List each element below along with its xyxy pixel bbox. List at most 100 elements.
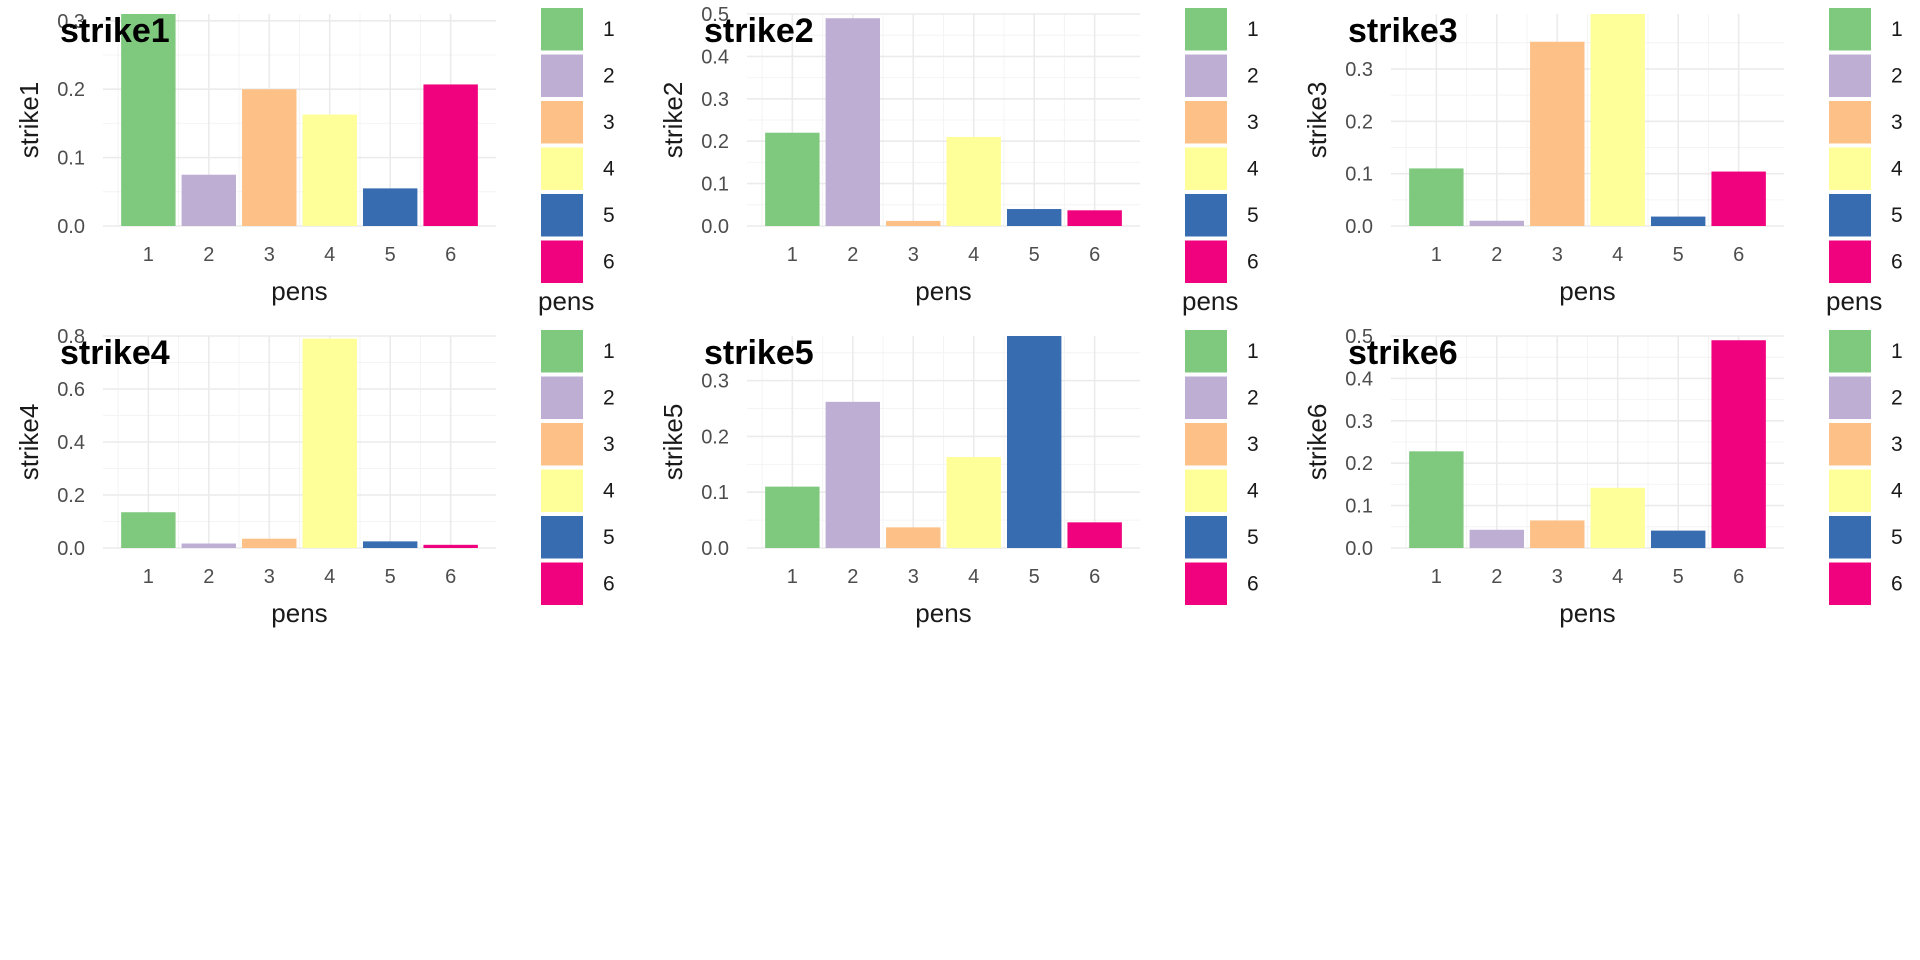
y-tick-label: 0.4 xyxy=(1345,368,1373,390)
legend-label: 4 xyxy=(603,480,615,503)
legend-label: 4 xyxy=(1891,158,1903,181)
legend-key-2 xyxy=(1185,54,1227,97)
bar-2 xyxy=(1469,529,1525,548)
x-tick-label: 4 xyxy=(324,244,335,266)
chart-panel-strike3: 0.0 0.1 0.2 0.3 1 2 3 4 5 6 pens strike3 strike3 1 2 3 4… xyxy=(1302,8,1903,316)
legend-key-5 xyxy=(1829,194,1871,237)
x-tick-label: 3 xyxy=(1552,566,1563,588)
x-tick-label: 1 xyxy=(787,566,798,588)
y-tick-label: 0.5 xyxy=(701,4,729,26)
bar-3 xyxy=(242,89,297,227)
legend-key-1 xyxy=(1185,8,1227,51)
legend-label: 5 xyxy=(603,204,615,227)
legend-label: 4 xyxy=(1247,480,1259,503)
bar-4 xyxy=(946,457,1001,548)
bar-1 xyxy=(1409,451,1464,548)
legend-label: 3 xyxy=(1891,111,1903,134)
legend-label: 2 xyxy=(1891,387,1903,410)
x-axis-title: pens xyxy=(915,276,971,306)
legend-label: 6 xyxy=(603,251,615,274)
y-axis-title: strike6 xyxy=(1302,404,1332,481)
y-tick-label: 0.2 xyxy=(57,485,85,507)
legend-key-5 xyxy=(541,516,583,559)
bar-3 xyxy=(886,220,941,226)
legend-label: 1 xyxy=(1247,340,1259,363)
bar-4 xyxy=(1590,14,1645,226)
bar-6 xyxy=(423,84,478,226)
legend-key-5 xyxy=(541,194,583,237)
y-tick-label: 0.2 xyxy=(1345,111,1373,133)
y-tick-label: 0.0 xyxy=(57,538,85,560)
bar-6 xyxy=(1711,340,1766,548)
legend-label: 3 xyxy=(603,111,615,134)
bar-3 xyxy=(886,527,941,548)
bar-2 xyxy=(825,18,881,226)
bar-4 xyxy=(1590,487,1645,548)
x-tick-label: 5 xyxy=(1673,244,1684,266)
x-tick-label: 2 xyxy=(203,244,214,266)
bar-1 xyxy=(765,486,820,548)
x-tick-label: 1 xyxy=(1431,244,1442,266)
legend-label: 3 xyxy=(603,433,615,456)
legend-key-4 xyxy=(1829,147,1871,190)
y-tick-label: 0.2 xyxy=(701,426,729,448)
x-tick-label: 5 xyxy=(1029,244,1040,266)
y-tick-label: 0.3 xyxy=(1345,59,1373,81)
x-tick-label: 3 xyxy=(1552,244,1563,266)
x-tick-label: 1 xyxy=(787,244,798,266)
legend-label: 3 xyxy=(1247,433,1259,456)
x-tick-label: 6 xyxy=(445,566,456,588)
legend-label: 4 xyxy=(1891,480,1903,503)
x-axis-title: pens xyxy=(271,598,327,628)
legend-label: 5 xyxy=(603,526,615,549)
bar-6 xyxy=(1067,522,1122,548)
x-tick-label: 2 xyxy=(847,566,858,588)
legend-key-6 xyxy=(1185,240,1227,283)
bar-6 xyxy=(1711,171,1766,226)
x-tick-label: 2 xyxy=(203,566,214,588)
x-tick-label: 4 xyxy=(1612,566,1623,588)
legend-key-2 xyxy=(541,54,583,97)
legend-title: pens xyxy=(538,286,594,316)
bar-5 xyxy=(362,541,418,548)
legend-key-5 xyxy=(1185,194,1227,237)
x-tick-label: 4 xyxy=(968,244,979,266)
bar-3 xyxy=(242,538,297,548)
chart-panel-strike5: 0.0 0.1 0.2 0.3 1 2 3 4 5 6 pens strike5 strike5 1 2 3 4… xyxy=(658,330,1259,628)
legend-label: 3 xyxy=(1891,433,1903,456)
x-tick-label: 3 xyxy=(908,566,919,588)
x-tick-label: 1 xyxy=(143,566,154,588)
legend-key-1 xyxy=(541,330,583,373)
bar-6 xyxy=(1067,210,1122,226)
bar-1 xyxy=(765,132,820,226)
y-axis-title: strike2 xyxy=(658,82,688,159)
legend-key-3 xyxy=(1829,423,1871,466)
legend-key-1 xyxy=(541,8,583,51)
x-tick-label: 2 xyxy=(1491,566,1502,588)
legend-label: 1 xyxy=(603,340,615,363)
legend-label: 1 xyxy=(1891,18,1903,41)
legend-key-3 xyxy=(541,423,583,466)
y-tick-label: 0.2 xyxy=(57,79,85,101)
legend-key-6 xyxy=(1829,562,1871,605)
y-tick-label: 0.0 xyxy=(701,216,729,238)
x-tick-label: 6 xyxy=(445,244,456,266)
panel-title: strike1 xyxy=(60,12,170,50)
bar-2 xyxy=(1469,220,1525,226)
x-tick-label: 1 xyxy=(143,244,154,266)
legend-key-2 xyxy=(1829,376,1871,419)
bar-3 xyxy=(1530,41,1585,226)
x-axis-title: pens xyxy=(271,276,327,306)
legend-key-2 xyxy=(541,376,583,419)
y-axis-title: strike5 xyxy=(658,404,688,481)
legend-key-5 xyxy=(1185,516,1227,559)
x-axis-title: pens xyxy=(1559,276,1615,306)
y-tick-label: 0.1 xyxy=(701,482,729,504)
panel-title: strike6 xyxy=(1348,334,1458,372)
bar-5 xyxy=(1006,209,1062,226)
legend-label: 1 xyxy=(1891,340,1903,363)
legend-label: 5 xyxy=(1247,526,1259,549)
chart-panel-strike2: 0.0 0.1 0.2 0.3 0.4 0.5 1 2 3 4 5 6 pens strike2 strik… xyxy=(658,4,1259,316)
